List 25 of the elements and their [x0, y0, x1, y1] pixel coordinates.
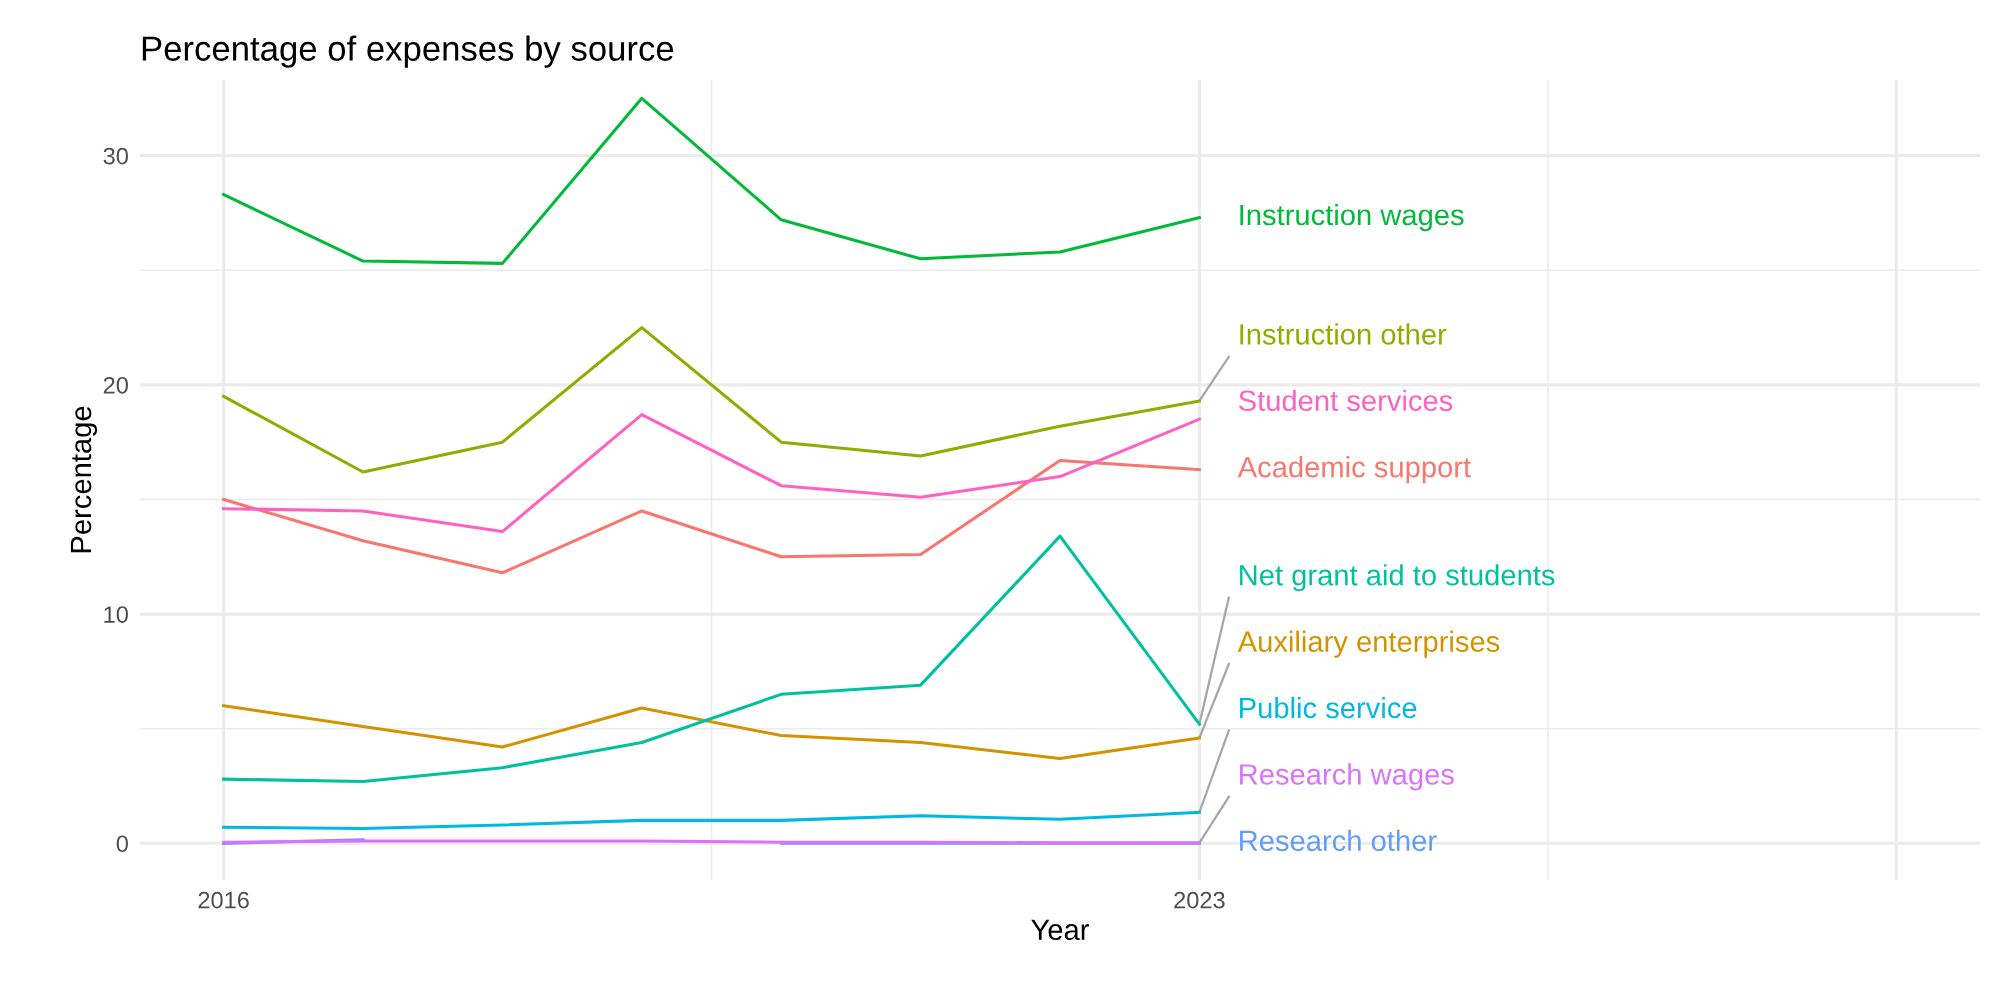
y-tick-label: 10 — [104, 606, 128, 623]
line-series — [222, 810, 1201, 830]
text: Net grant aid to students — [1240, 564, 1555, 592]
x-tick-label: 2016 — [198, 891, 249, 909]
x-tick-label: 2023 — [1174, 891, 1225, 909]
text: Research wages — [1240, 763, 1454, 791]
line-series — [222, 458, 1201, 575]
y-tick-label: 0 — [116, 835, 128, 853]
series-label: Student services — [1238, 389, 1453, 412]
line-series — [222, 704, 1201, 761]
y-axis-title: Percentage — [70, 406, 98, 553]
line-series — [222, 534, 1201, 783]
text: Public service — [1240, 696, 1417, 719]
series-label: Academic support — [1237, 456, 1471, 484]
text: Instruction other — [1240, 323, 1447, 345]
line-series — [222, 326, 1201, 474]
y-tick-label: 20 — [103, 376, 128, 394]
series-label: Instruction wages — [1240, 203, 1464, 232]
y-tick-label: 30 — [103, 147, 128, 165]
chart-title: Percentage of expenses by source — [142, 35, 674, 68]
x-axis-title: Year — [1031, 919, 1089, 941]
line-series — [222, 413, 1201, 534]
text: Auxiliary enterprises — [1237, 630, 1500, 658]
line-series — [222, 96, 1201, 265]
series-label: Research other — [1240, 829, 1437, 852]
